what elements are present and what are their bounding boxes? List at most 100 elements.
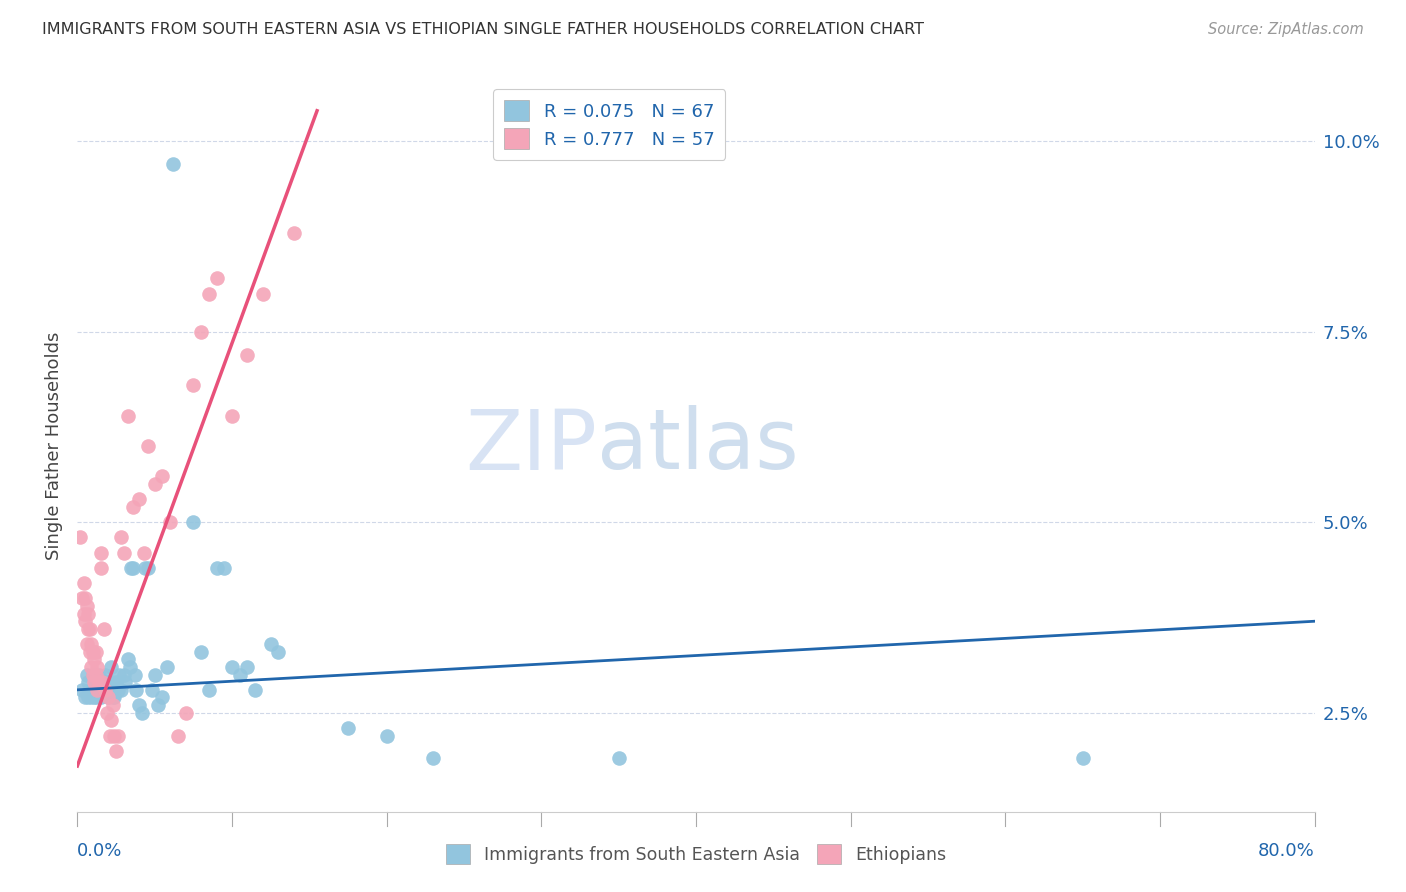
Text: 80.0%: 80.0% (1258, 842, 1315, 860)
Point (82, 682, 104, 697)
Point (77, 690, 100, 705)
Point (83, 675, 105, 690)
Point (118, 660, 141, 674)
Point (72, 576, 94, 591)
Point (90, 561, 111, 575)
Point (77, 675, 100, 690)
Point (75, 591, 96, 606)
Point (105, 675, 127, 690)
Point (69, 530, 91, 544)
Point (112, 546, 135, 560)
Point (72, 607, 94, 621)
Point (103, 690, 125, 705)
Point (422, 751, 444, 765)
Point (91, 675, 114, 690)
Point (101, 698, 124, 712)
Point (94, 682, 117, 697)
Point (121, 561, 143, 575)
Point (183, 378, 205, 392)
Point (152, 469, 174, 483)
Point (117, 409, 139, 423)
Point (167, 729, 190, 743)
Point (83, 690, 105, 705)
Point (91, 675, 114, 690)
Point (110, 530, 132, 544)
Point (77, 622, 100, 636)
Point (98, 729, 121, 743)
Point (236, 348, 259, 362)
Point (100, 675, 122, 690)
Point (79, 622, 101, 636)
Point (162, 157, 184, 171)
Point (159, 515, 181, 529)
Point (87, 667, 110, 681)
Point (143, 477, 166, 491)
Text: Source: ZipAtlas.com: Source: ZipAtlas.com (1208, 22, 1364, 37)
Point (337, 721, 360, 735)
Point (128, 698, 150, 712)
Point (101, 690, 124, 705)
Point (134, 561, 156, 575)
Point (108, 667, 131, 681)
Point (90, 690, 111, 705)
Point (94, 667, 117, 681)
Point (183, 515, 205, 529)
Point (283, 226, 305, 240)
Point (97, 690, 120, 705)
Point (122, 561, 145, 575)
Point (82, 667, 104, 681)
Point (122, 500, 145, 514)
Point (267, 645, 290, 659)
Point (76, 637, 98, 651)
Point (76, 667, 98, 681)
Point (245, 682, 267, 697)
Point (205, 271, 228, 285)
Point (375, 729, 398, 743)
Point (100, 660, 122, 674)
Point (252, 286, 274, 301)
Point (70, 682, 93, 697)
Point (125, 682, 148, 697)
Point (86, 682, 108, 697)
Point (128, 492, 150, 507)
Point (97, 690, 120, 705)
Point (236, 660, 259, 674)
Point (90, 546, 111, 560)
Point (146, 698, 169, 712)
Y-axis label: Single Father Households: Single Father Households (45, 332, 63, 560)
Point (97, 675, 120, 690)
Point (84, 667, 107, 681)
Point (93, 622, 115, 636)
Text: IMMIGRANTS FROM SOUTH EASTERN ASIA VS ETHIOPIAN SINGLE FATHER HOUSEHOLDS CORRELA: IMMIGRANTS FROM SOUTH EASTERN ASIA VS ET… (42, 22, 924, 37)
Point (70, 591, 93, 606)
Point (98, 682, 121, 697)
Point (131, 706, 153, 720)
Point (75, 614, 96, 628)
Point (221, 660, 243, 674)
Text: atlas: atlas (598, 406, 799, 486)
Point (84, 675, 107, 690)
Point (80, 637, 103, 651)
Point (190, 645, 212, 659)
Point (198, 286, 221, 301)
Point (143, 667, 166, 681)
Point (79, 682, 101, 697)
Point (107, 729, 129, 743)
Point (82, 667, 104, 681)
Point (174, 706, 197, 720)
Point (82, 645, 104, 659)
Point (607, 751, 630, 765)
Point (156, 660, 179, 674)
Point (86, 682, 108, 697)
Point (75, 690, 96, 705)
Point (214, 561, 236, 575)
Point (100, 714, 122, 728)
Point (103, 729, 125, 743)
Point (86, 660, 108, 674)
Point (105, 744, 127, 758)
Point (76, 599, 98, 613)
Point (94, 682, 117, 697)
Point (138, 439, 160, 453)
Point (80, 690, 103, 705)
Point (117, 652, 139, 666)
